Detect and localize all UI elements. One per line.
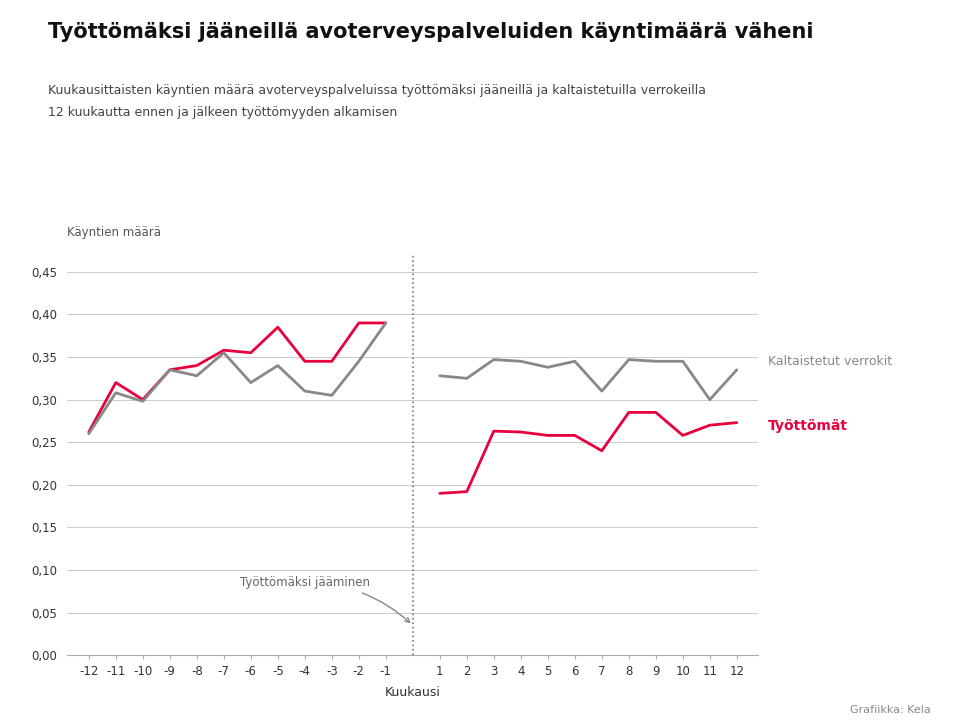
Text: 12 kuukautta ennen ja jälkeen työttömyyden alkamisen: 12 kuukautta ennen ja jälkeen työttömyyd… — [48, 106, 397, 119]
Text: Työttömäksi jääneillä avoterveyspalveluiden käyntimäärä väheni: Työttömäksi jääneillä avoterveyspalvelui… — [48, 22, 813, 41]
Text: Kaltaistetut verrokit: Kaltaistetut verrokit — [768, 355, 892, 368]
Text: Työttömät: Työttömät — [768, 419, 848, 433]
Text: Grafiikka: Kela: Grafiikka: Kela — [851, 705, 931, 715]
Text: Käyntien määrä: Käyntien määrä — [67, 226, 161, 239]
Text: Työttömäksi jääminen: Työttömäksi jääminen — [240, 577, 410, 622]
X-axis label: Kuukausi: Kuukausi — [385, 687, 441, 700]
Text: Kuukausittaisten käyntien määrä avoterveyspalveluissa työttömäksi jääneillä ja k: Kuukausittaisten käyntien määrä avoterve… — [48, 84, 706, 97]
